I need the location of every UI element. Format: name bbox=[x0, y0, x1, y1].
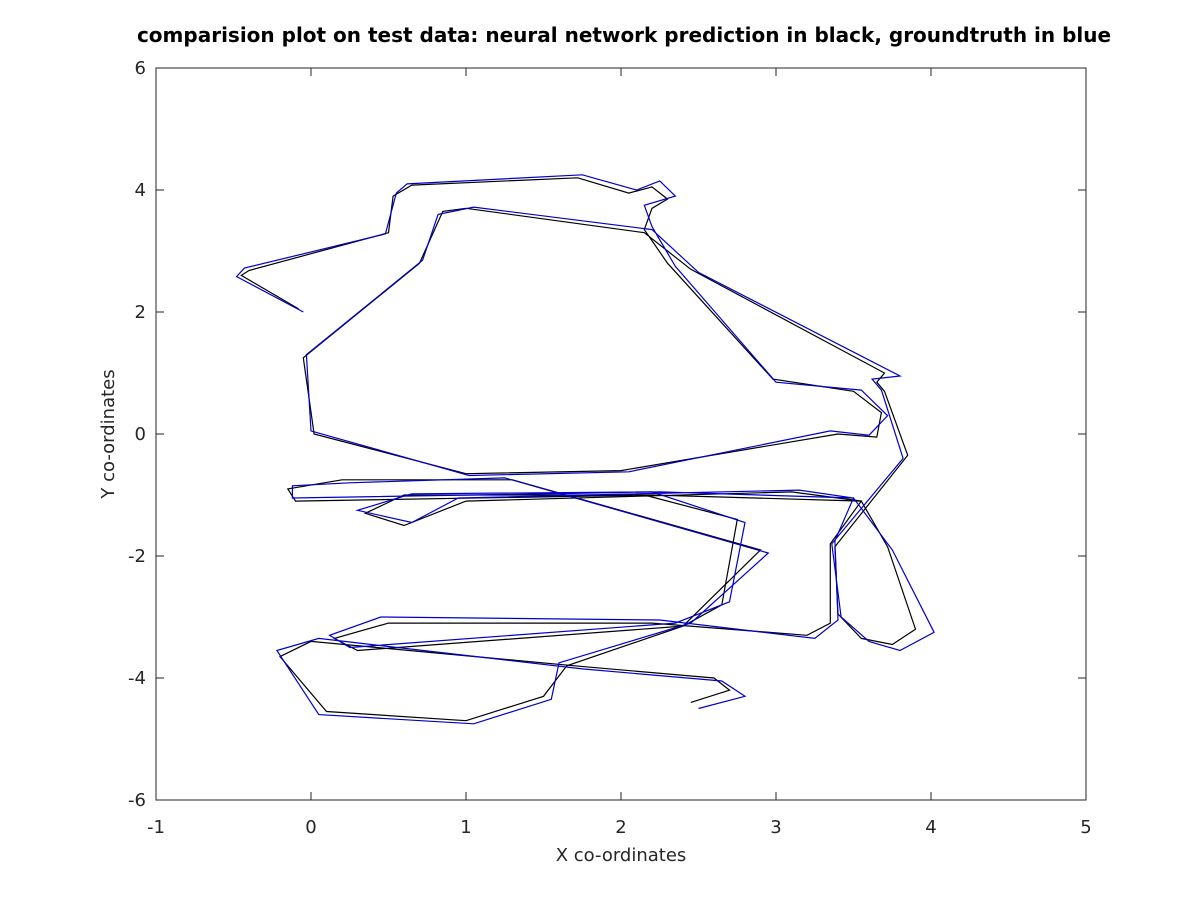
chart-title: comparision plot on test data: neural ne… bbox=[137, 23, 1111, 47]
x-tick-label: 4 bbox=[925, 817, 936, 838]
y-tick-label: 6 bbox=[135, 58, 146, 79]
x-tick-label: -1 bbox=[147, 817, 165, 838]
y-tick-label: -6 bbox=[128, 790, 146, 811]
x-tick-label: 3 bbox=[770, 817, 781, 838]
y-tick-label: 2 bbox=[135, 302, 146, 323]
x-axis-label: X co-ordinates bbox=[556, 845, 687, 866]
x-tick-label: 2 bbox=[615, 817, 626, 838]
y-tick-label: 4 bbox=[135, 180, 146, 201]
y-tick-label: -4 bbox=[128, 668, 146, 689]
x-tick-label: 5 bbox=[1080, 817, 1091, 838]
y-tick-label: 0 bbox=[135, 424, 146, 445]
trajectory-line bbox=[235, 174, 935, 725]
y-axis-label: Y co-ordinates bbox=[98, 369, 119, 499]
y-tick-label: -2 bbox=[128, 546, 146, 567]
x-tick-label: 0 bbox=[305, 817, 316, 838]
x-tick-label: 1 bbox=[460, 817, 471, 838]
